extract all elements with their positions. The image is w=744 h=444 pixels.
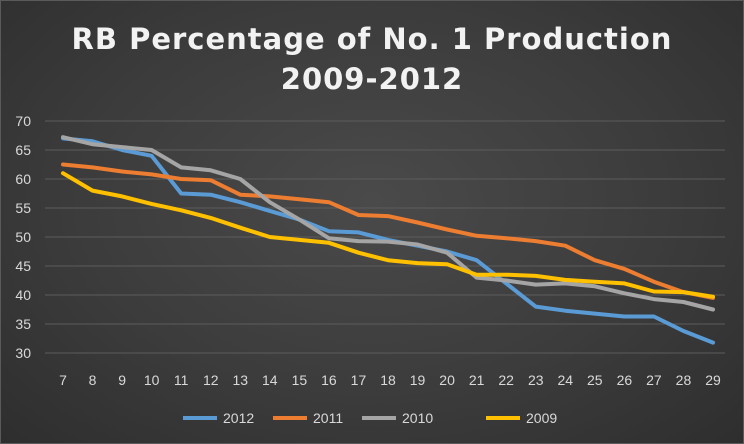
- x-tick-label: 21: [469, 372, 485, 388]
- chart-title-line-1: RB Percentage of No. 1 Production: [72, 22, 673, 56]
- x-tick-label: 10: [144, 372, 160, 388]
- series-line-2009: [61, 171, 715, 299]
- x-tick-label: 9: [118, 372, 126, 388]
- series-line-2011: [61, 162, 715, 300]
- x-tick-label: 28: [676, 372, 692, 388]
- series-line-2010: [61, 135, 715, 312]
- x-tick-label: 8: [89, 372, 97, 388]
- y-tick-label: 50: [15, 229, 31, 245]
- x-tick-label: 22: [498, 372, 514, 388]
- x-tick-label: 16: [321, 372, 337, 388]
- x-axis-ticks: 7 8 9 10 11 12 13 14 15 16 17 18 19 20 21 22 23 24 25 26 27 2…: [59, 372, 721, 388]
- legend: 2012 2011 2010 2009: [183, 410, 557, 426]
- x-tick-label: 26: [617, 372, 633, 388]
- legend-label-2011: 2011: [313, 410, 343, 426]
- y-tick-label: 65: [15, 142, 31, 158]
- y-tick-label: 40: [15, 287, 31, 303]
- x-tick-label: 23: [528, 372, 544, 388]
- y-axis-ticks: 30 35 40 45 50 55 60 65 70: [15, 113, 31, 361]
- legend-label-2009: 2009: [526, 410, 557, 426]
- x-tick-label: 11: [174, 372, 189, 388]
- gridlines: [45, 120, 725, 354]
- series-lines: [61, 135, 715, 345]
- y-tick-label: 70: [15, 113, 31, 129]
- x-tick-label: 13: [232, 372, 248, 388]
- x-tick-label: 19: [410, 372, 426, 388]
- x-tick-label: 25: [587, 372, 603, 388]
- x-tick-label: 29: [705, 372, 721, 388]
- y-tick-label: 30: [15, 345, 31, 361]
- x-tick-label: 24: [557, 372, 573, 388]
- y-tick-label: 45: [15, 258, 31, 274]
- legend-label-2012: 2012: [223, 410, 254, 426]
- x-tick-label: 15: [292, 372, 308, 388]
- y-tick-label: 55: [15, 200, 31, 216]
- x-tick-label: 17: [351, 372, 367, 388]
- x-tick-label: 20: [439, 372, 455, 388]
- legend-label-2010: 2010: [402, 410, 433, 426]
- x-tick-label: 27: [646, 372, 662, 388]
- x-tick-label: 12: [203, 372, 219, 388]
- x-tick-label: 14: [262, 372, 278, 388]
- chart-title-line-2: 2009-2012: [281, 62, 463, 96]
- x-tick-label: 7: [59, 372, 67, 388]
- y-tick-label: 35: [15, 316, 31, 332]
- y-tick-label: 60: [15, 171, 31, 187]
- x-tick-label: 18: [380, 372, 396, 388]
